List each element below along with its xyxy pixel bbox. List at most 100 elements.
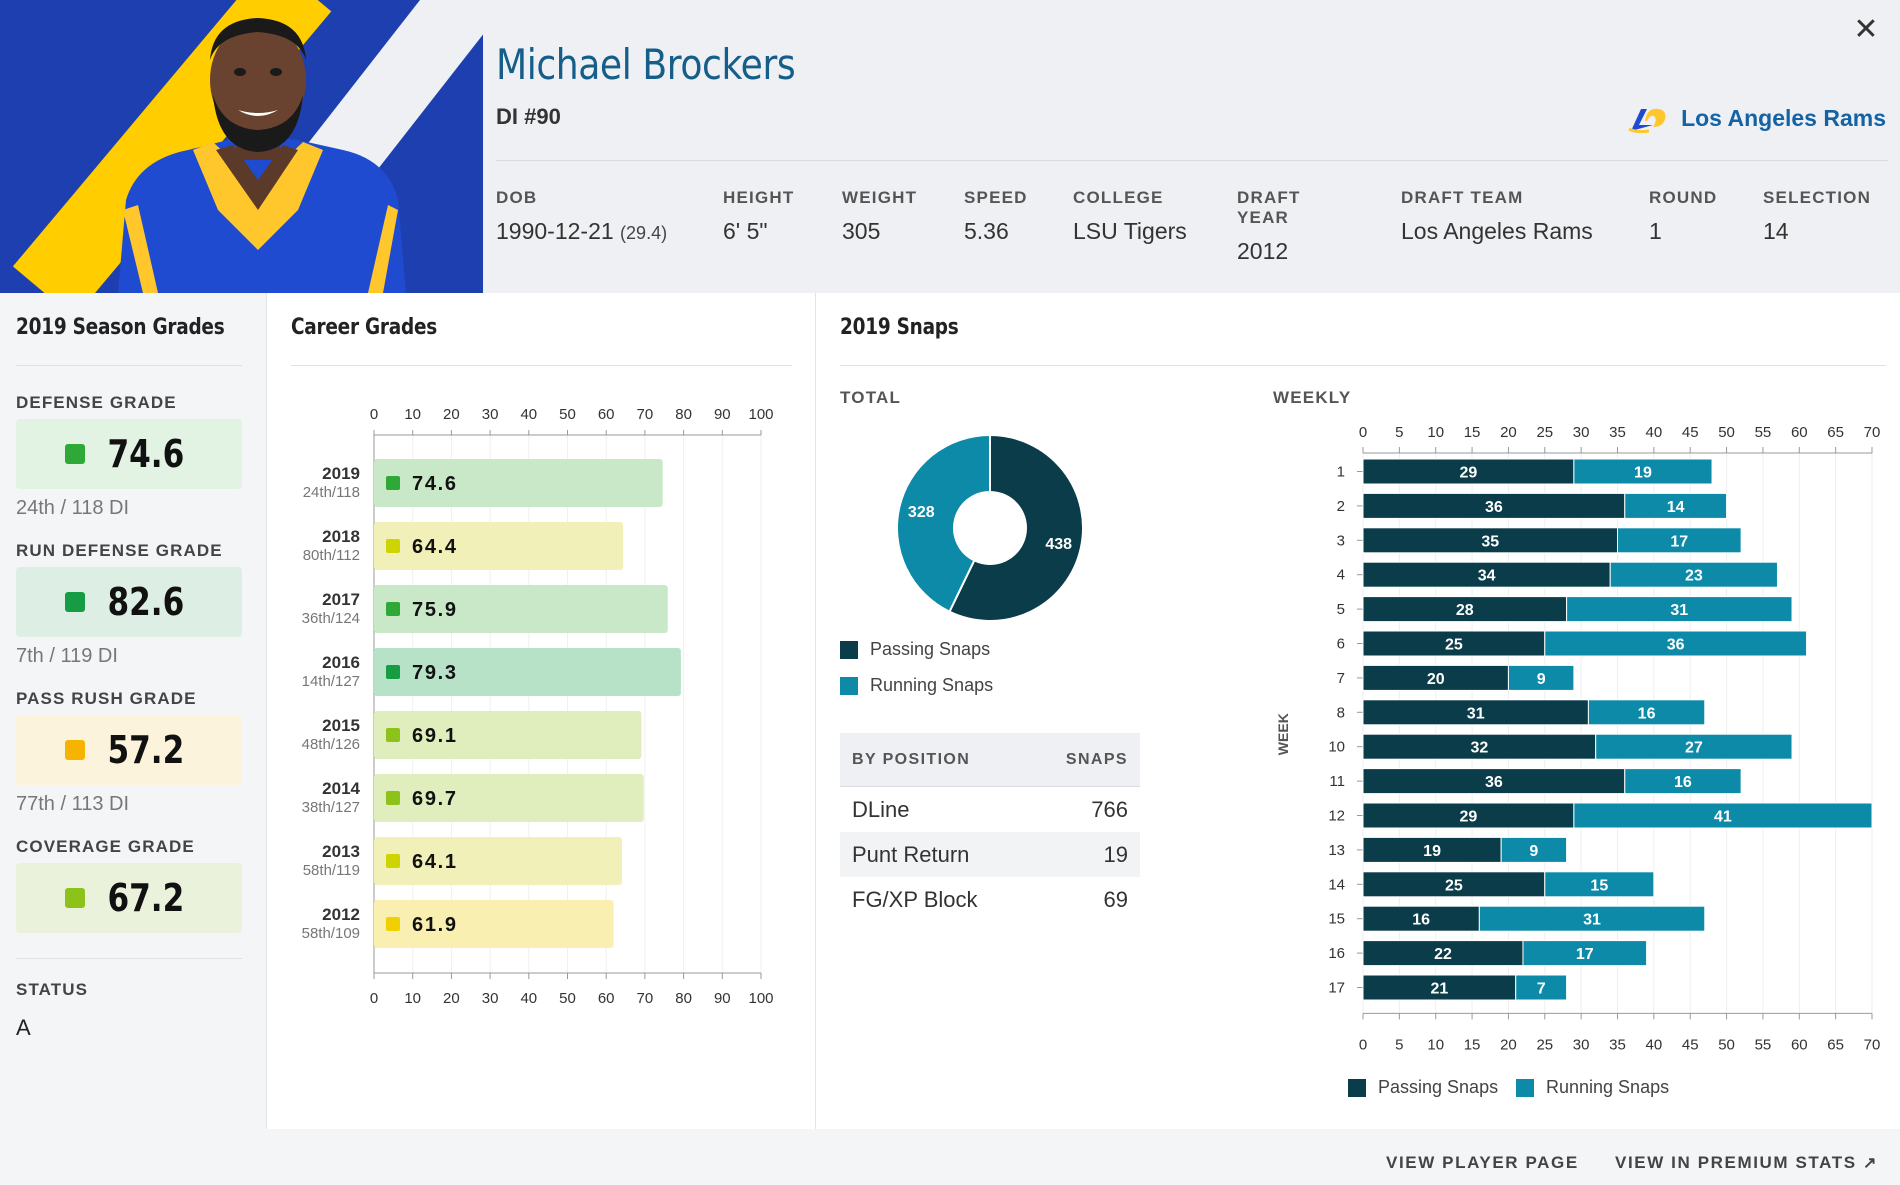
x-tick-label-top: 10: [404, 406, 421, 423]
x-tick-label-bottom: 20: [443, 990, 460, 1007]
bar-value-label: 75.9: [412, 599, 456, 621]
bar-value-label: 36: [1485, 499, 1503, 516]
donut-slice-label: 328: [908, 504, 935, 521]
legend-running: Running Snaps: [840, 675, 993, 696]
x-tick-label-bottom: 40: [1646, 1036, 1663, 1053]
year-label: 2016: [322, 653, 360, 672]
bar-value-label: 74.6: [412, 473, 456, 495]
running-bar: [1522, 940, 1648, 967]
x-tick-label-bottom: 60: [1791, 1036, 1808, 1053]
running-bar: [1573, 458, 1713, 485]
bar-value-label: 16: [1412, 912, 1430, 929]
total-snaps-donut-chart: 438 328: [896, 433, 1084, 622]
career-bar: [374, 774, 644, 822]
year-label: 2018: [322, 527, 360, 546]
by-position-table: BY POSITION SNAPS DLine 766 Punt Return …: [840, 733, 1140, 922]
x-tick-label-top: 0: [370, 406, 378, 423]
running-bar: [1624, 492, 1728, 519]
year-label: 2019: [322, 464, 360, 483]
team-name: Los Angeles Rams: [1681, 104, 1886, 131]
view-premium-stats-link[interactable]: VIEW IN PREMIUM STATS ↗: [1615, 1153, 1879, 1172]
x-tick-label-top: 60: [1791, 424, 1808, 441]
player-headshot-image: [118, 18, 406, 293]
pass-rush-grade-label: PASS RUSH GRADE: [16, 689, 197, 708]
column-header-snaps: SNAPS: [1065, 750, 1128, 768]
bar-value-label: 34: [1478, 568, 1496, 585]
player-header: ✕ Michael Brockers DI #90 Los Angeles Ra…: [0, 0, 1900, 293]
x-tick-label-bottom: 50: [1718, 1036, 1735, 1053]
rank-label: 36th/124: [302, 610, 360, 627]
donut-slice: [948, 433, 1084, 622]
career-grades-title: Career Grades: [291, 315, 438, 340]
x-tick-label-top: 90: [714, 406, 731, 423]
week-label: 1: [1337, 464, 1345, 481]
running-bar: [1624, 768, 1742, 795]
x-tick-label-bottom: 15: [1464, 1036, 1481, 1053]
view-player-page-link[interactable]: VIEW PLAYER PAGE: [1386, 1153, 1579, 1172]
divider: [840, 365, 1886, 366]
x-tick-label-bottom: 100: [748, 990, 773, 1007]
bar-value-label: 16: [1638, 705, 1656, 722]
grade-indicator-icon: [386, 791, 400, 805]
x-tick-label-bottom: 10: [1427, 1036, 1444, 1053]
week-label: 17: [1328, 980, 1345, 997]
bar-value-label: 21: [1430, 981, 1448, 998]
legend-passing-label: Passing Snaps: [1378, 1077, 1499, 1097]
running-bar: [1544, 630, 1808, 657]
bar-value-label: 17: [1670, 533, 1688, 550]
passing-bar: [1362, 699, 1589, 726]
bar-value-label: 19: [1634, 465, 1652, 482]
bar-value-label: 9: [1537, 671, 1546, 688]
y-axis-label: WEEK: [1275, 713, 1291, 755]
x-tick-label-bottom: 0: [1359, 1036, 1367, 1053]
divider: [16, 365, 242, 366]
status-label: STATUS: [16, 980, 89, 999]
close-icon[interactable]: ✕: [1853, 13, 1879, 46]
week-label: 8: [1337, 704, 1345, 721]
rank-label: 58th/119: [303, 862, 360, 879]
rank-label: 14th/127: [302, 673, 360, 690]
grade-indicator-icon: [65, 444, 86, 464]
bar-value-label: 9: [1529, 843, 1538, 860]
season-grades-panel: 2019 Season Grades DEFENSE GRADE 74.6 24…: [0, 293, 267, 1129]
bio-college: COLLEGE LSU Tigers: [1073, 188, 1187, 244]
legend-running-label: Running Snaps: [1546, 1077, 1670, 1097]
bar-value-label: 31: [1467, 705, 1485, 722]
grade-indicator-icon: [386, 602, 400, 616]
bio-draft-year: DRAFT YEAR 2012: [1237, 188, 1301, 264]
running-bar: [1515, 974, 1568, 1001]
x-tick-label-bottom: 35: [1609, 1036, 1626, 1053]
x-tick-label-bottom: 10: [404, 990, 421, 1007]
bio-speed: SPEED 5.36: [964, 188, 1028, 244]
grade-indicator-icon: [386, 728, 400, 742]
snaps-title: 2019 Snaps: [840, 315, 959, 340]
x-tick-label-bottom: 40: [520, 990, 537, 1007]
grade-indicator-icon: [65, 740, 86, 760]
external-link-icon: ↗: [1863, 1155, 1879, 1172]
week-label: 5: [1337, 601, 1345, 618]
column-header-position: BY POSITION: [852, 750, 971, 768]
weekly-legend-running: Running Snaps: [1516, 1077, 1669, 1098]
bar-value-label: 36: [1485, 774, 1503, 791]
x-tick-label-bottom: 90: [714, 990, 731, 1007]
bar-value-label: 69.7: [412, 788, 456, 810]
bar-value-label: 28: [1456, 602, 1474, 619]
bar-value-label: 17: [1576, 946, 1594, 963]
bar-value-label: 25: [1445, 877, 1463, 894]
passing-bar: [1362, 527, 1618, 554]
bar-value-label: 7: [1537, 981, 1546, 998]
x-tick-label-top: 25: [1536, 424, 1553, 441]
x-tick-label-top: 70: [1864, 424, 1881, 441]
player-position: DI #90: [496, 104, 561, 129]
x-tick-label-top: 100: [748, 406, 773, 423]
grade-indicator-icon: [386, 917, 400, 931]
bio-draft-team: DRAFT TEAM Los Angeles Rams: [1401, 188, 1593, 244]
coverage-grade-value: 67.2: [107, 876, 185, 920]
weekly-label: WEEKLY: [1273, 388, 1352, 407]
running-bar: [1566, 596, 1793, 623]
x-tick-label-bottom: 5: [1395, 1036, 1403, 1053]
x-tick-label-top: 65: [1827, 424, 1844, 441]
team-link[interactable]: Los Angeles Rams: [1627, 103, 1886, 133]
passing-bar: [1362, 905, 1480, 932]
x-tick-label-top: 15: [1464, 424, 1481, 441]
